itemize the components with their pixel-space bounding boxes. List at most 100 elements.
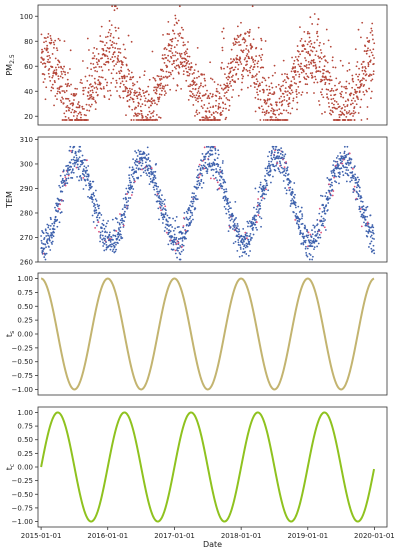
scatter-point xyxy=(144,115,147,118)
scatter-point xyxy=(115,72,118,75)
scatter-point xyxy=(299,229,302,232)
scatter-point xyxy=(282,180,285,182)
scatter-point xyxy=(51,76,54,79)
scatter-point xyxy=(151,50,154,53)
scatter-point xyxy=(242,251,244,254)
scatter-point xyxy=(359,85,362,88)
scatter-point xyxy=(180,26,183,29)
scatter-point xyxy=(271,158,274,161)
scatter-point xyxy=(353,165,356,168)
scatter-point xyxy=(51,222,54,225)
scatter-point xyxy=(370,234,373,237)
scatter-point xyxy=(69,68,71,70)
scatter-point xyxy=(305,59,307,62)
scatter-point xyxy=(148,172,151,175)
scatter-point xyxy=(345,85,348,88)
scatter-point xyxy=(292,62,295,65)
scatter-point xyxy=(44,78,46,80)
scatter-point xyxy=(236,249,239,252)
scatter-point xyxy=(370,247,373,250)
scatter-point xyxy=(114,86,117,88)
scatter-point xyxy=(282,157,285,160)
scatter-point xyxy=(192,198,195,201)
scatter-point xyxy=(136,91,138,94)
scatter-point xyxy=(192,104,195,106)
scatter-point xyxy=(217,153,220,156)
scatter-point xyxy=(204,155,207,158)
scatter-point xyxy=(359,207,362,210)
scatter-point xyxy=(51,240,54,243)
scatter-point xyxy=(103,242,106,245)
scatter-point xyxy=(115,63,118,66)
scatter-point xyxy=(139,88,142,91)
scatter-point xyxy=(195,83,198,86)
scatter-point xyxy=(55,71,58,74)
scatter-point xyxy=(140,119,143,121)
scatter-point xyxy=(310,62,313,65)
scatter-point xyxy=(92,52,95,54)
scatter-point xyxy=(71,171,73,173)
scatter-point xyxy=(40,242,43,244)
scatter-point xyxy=(109,240,112,243)
scatter-point xyxy=(251,74,254,77)
scatter-point xyxy=(231,79,234,82)
scatter-point xyxy=(82,173,85,176)
scatter-point xyxy=(353,112,355,115)
scatter-point xyxy=(371,224,374,226)
scatter-point xyxy=(79,165,81,168)
scatter-point xyxy=(139,168,142,171)
scatter-point xyxy=(117,37,120,40)
scatter-point xyxy=(120,75,123,78)
scatter-point xyxy=(128,166,131,169)
scatter-point xyxy=(41,229,43,232)
scatter-point xyxy=(166,84,169,87)
scatter-point xyxy=(106,55,109,58)
scatter-point xyxy=(83,113,86,116)
scatter-point xyxy=(352,97,355,100)
scatter-point xyxy=(57,66,60,69)
scatter-point xyxy=(132,84,135,87)
scatter-point xyxy=(95,200,98,202)
scatter-point xyxy=(149,116,152,119)
scatter-point xyxy=(361,66,364,68)
scatter-point xyxy=(161,222,164,224)
scatter-point xyxy=(295,93,298,96)
scatter-point xyxy=(128,179,131,182)
scatter-point xyxy=(189,83,192,86)
scatter-point xyxy=(320,91,322,94)
scatter-point xyxy=(277,157,280,160)
scatter-point xyxy=(338,171,341,174)
scatter-point xyxy=(199,119,202,121)
scatter-point xyxy=(124,88,127,90)
scatter-point xyxy=(246,220,249,223)
scatter-point xyxy=(268,165,271,168)
scatter-point xyxy=(273,154,276,157)
scatter-point xyxy=(221,162,224,164)
scatter-point xyxy=(263,77,266,80)
scatter-point xyxy=(331,106,334,109)
y-tick-label: −0.25 xyxy=(12,344,33,352)
scatter-point xyxy=(267,171,270,174)
scatter-point xyxy=(142,89,144,92)
scatter-point xyxy=(194,194,197,197)
scatter-point xyxy=(117,227,120,230)
scatter-point xyxy=(159,203,162,206)
y-tick-label: 40 xyxy=(24,88,33,96)
scatter-point xyxy=(343,109,346,112)
scatter-point xyxy=(182,64,184,67)
scatter-point xyxy=(144,156,147,159)
scatter-point xyxy=(297,205,300,208)
scatter-point xyxy=(220,97,223,100)
scatter-point xyxy=(257,98,260,101)
scatter-point xyxy=(301,67,304,70)
scatter-point xyxy=(104,63,107,66)
scatter-point xyxy=(89,184,92,187)
scatter-point xyxy=(354,173,356,176)
scatter-point xyxy=(352,174,354,176)
scatter-point xyxy=(164,205,167,208)
scatter-point xyxy=(168,50,171,52)
scatter-point xyxy=(183,51,186,54)
scatter-point xyxy=(161,216,164,219)
scatter-point xyxy=(304,227,306,230)
scatter-point xyxy=(345,91,347,94)
